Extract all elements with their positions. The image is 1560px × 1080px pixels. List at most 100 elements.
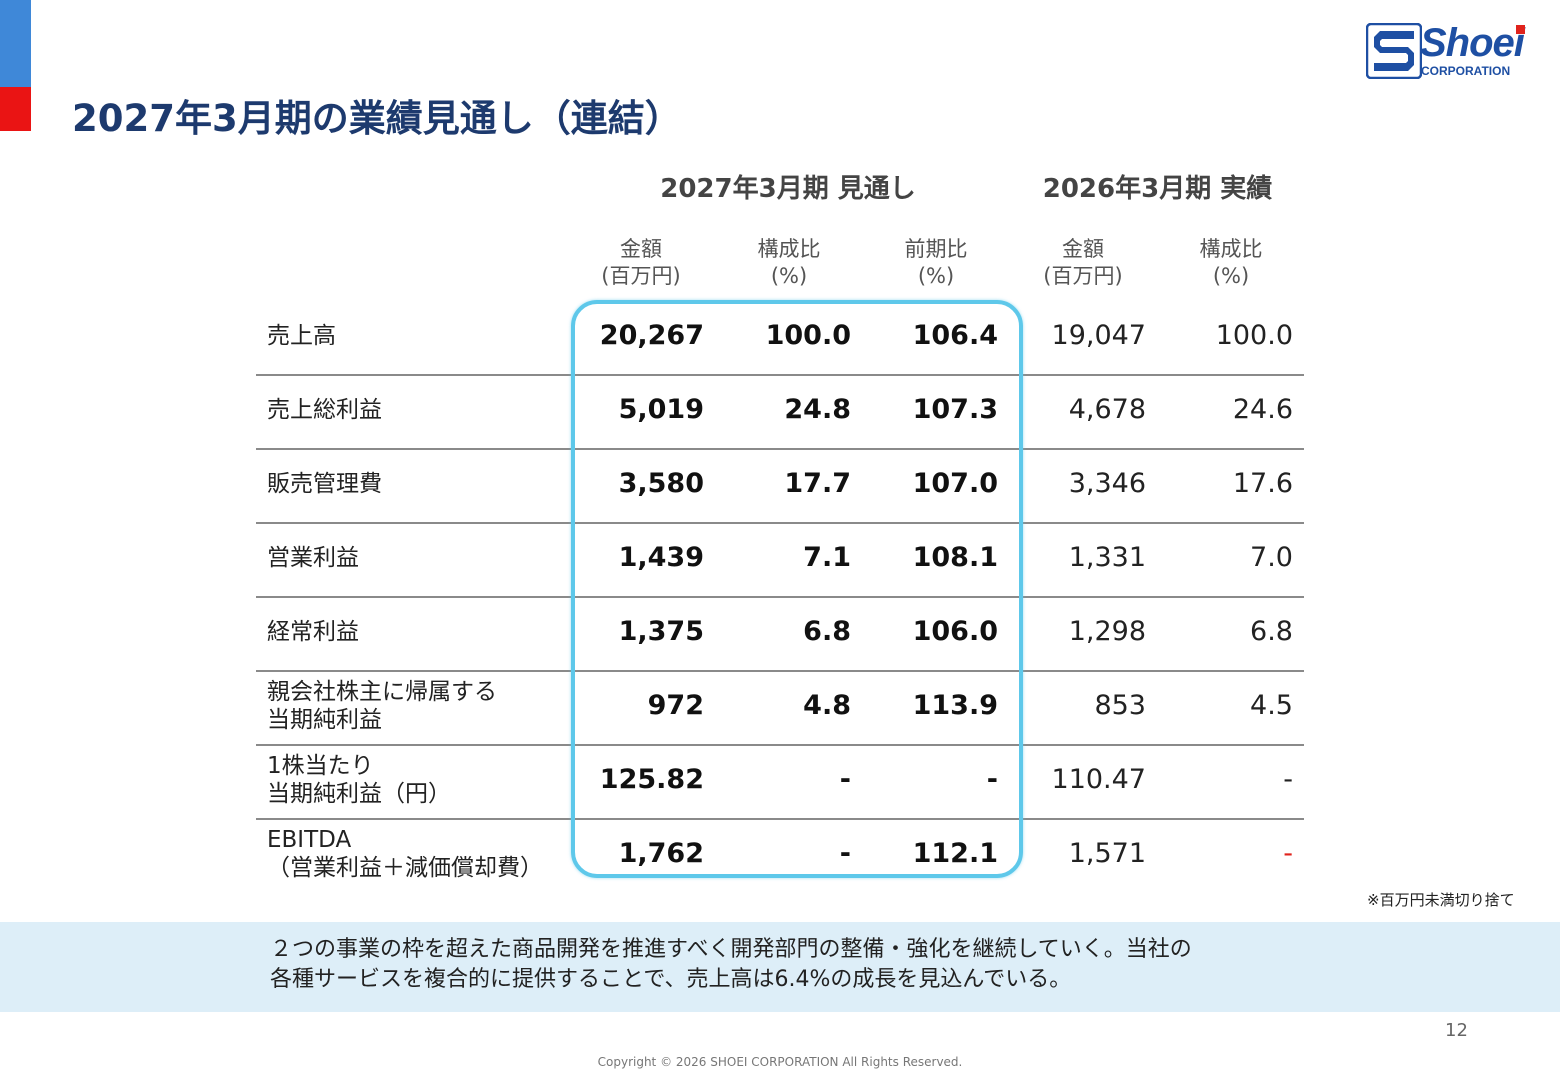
- forecast-amount-cell: 1,762: [618, 838, 704, 869]
- table-row: 販売管理費 3,580 17.7 107.0 3,346 17.6: [256, 448, 1304, 524]
- actual-ratio-cell: 100.0: [1215, 320, 1293, 351]
- col-header-line2: (百万円): [1043, 264, 1123, 288]
- yoy-cell: 112.1: [912, 838, 998, 869]
- col-header-forecast-amount: 金額 (百万円): [576, 236, 706, 290]
- page-number: 12: [1445, 1020, 1468, 1041]
- summary-line: 各種サービスを複合的に提供することで、売上高は6.4%の成長を見込んでいる。: [270, 967, 1072, 992]
- row-label-line1: 売上高: [267, 323, 336, 349]
- table-row: 経常利益 1,375 6.8 106.0 1,298 6.8: [256, 596, 1304, 672]
- row-label-line1: EBITDA: [267, 827, 352, 853]
- forecast-amount-cell: 1,439: [618, 542, 704, 573]
- actual-amount-cell: 3,346: [1068, 468, 1146, 499]
- row-label: 販売管理費: [267, 448, 382, 520]
- forecast-amount-cell: 5,019: [618, 394, 704, 425]
- forecast-group-header: 2027年3月期 見通し: [660, 174, 916, 204]
- row-label: 親会社株主に帰属する 当期純利益: [267, 670, 497, 742]
- row-label-line1: 営業利益: [267, 545, 359, 571]
- col-header-line1: 構成比: [1199, 237, 1263, 261]
- table-row: 親会社株主に帰属する 当期純利益 972 4.8 113.9 853 4.5: [256, 670, 1304, 746]
- col-header-actual-ratio: 構成比 (%): [1166, 236, 1296, 290]
- row-label-line1: 親会社株主に帰属する: [267, 679, 497, 705]
- forecast-ratio-cell: 17.7: [784, 468, 851, 499]
- forecast-amount-cell: 3,580: [618, 468, 704, 499]
- table-row: 売上総利益 5,019 24.8 107.3 4,678 24.6: [256, 374, 1304, 450]
- row-label: 1株当たり 当期純利益（円）: [267, 744, 451, 816]
- summary-text: ２つの事業の枠を超えた商品開発を推進すべく開発部門の整備・強化を継続していく。当…: [270, 935, 1192, 995]
- page-title: 2027年3月期の業績見通し（連結）: [72, 97, 682, 140]
- actual-group-header: 2026年3月期 実績: [1042, 174, 1273, 204]
- actual-ratio-cell: 24.6: [1232, 394, 1293, 425]
- summary-band: [0, 922, 1560, 1012]
- yoy-cell: 113.9: [912, 690, 998, 721]
- table-row: 1株当たり 当期純利益（円） 125.82 - - 110.47 -: [256, 744, 1304, 820]
- actual-ratio-cell: -: [1283, 838, 1293, 869]
- yoy-cell: -: [986, 764, 998, 795]
- actual-amount-cell: 1,298: [1068, 616, 1146, 647]
- row-label-line2: 当期純利益: [267, 707, 382, 733]
- summary-line: ２つの事業の枠を超えた商品開発を推進すべく開発部門の整備・強化を継続していく。当…: [270, 937, 1192, 962]
- forecast-ratio-cell: 6.8: [803, 616, 851, 647]
- row-label-line1: 経常利益: [267, 619, 359, 645]
- row-label: 営業利益: [267, 522, 359, 594]
- col-header-line1: 前期比: [904, 237, 968, 261]
- table-row: 営業利益 1,439 7.1 108.1 1,331 7.0: [256, 522, 1304, 598]
- forecast-highlight-frame: [571, 300, 1023, 878]
- forecast-ratio-cell: 4.8: [803, 690, 851, 721]
- table-row: EBITDA （営業利益＋減価償却費） 1,762 - 112.1 1,571 …: [256, 818, 1304, 892]
- logo-subtitle: CORPORATION: [1421, 64, 1511, 78]
- actual-amount-cell: 853: [1094, 690, 1146, 721]
- forecast-ratio-cell: 100.0: [765, 320, 851, 351]
- col-header-line2: (%): [1212, 264, 1250, 288]
- actual-amount-cell: 1,331: [1068, 542, 1146, 573]
- col-header-line1: 金額: [1062, 237, 1104, 261]
- forecast-amount-cell: 1,375: [618, 616, 704, 647]
- col-header-yoy: 前期比 (%): [871, 236, 1001, 290]
- forecast-amount-cell: 20,267: [599, 320, 704, 351]
- yoy-cell: 106.4: [912, 320, 998, 351]
- yoy-cell: 107.0: [912, 468, 998, 499]
- forecast-ratio-cell: -: [839, 838, 851, 869]
- footnote: ※百万円未満切り捨て: [1367, 891, 1515, 909]
- forecast-ratio-cell: 7.1: [803, 542, 851, 573]
- yoy-cell: 106.0: [912, 616, 998, 647]
- accent-bar-red: [0, 87, 31, 131]
- actual-ratio-cell: 17.6: [1232, 468, 1293, 499]
- col-header-actual-amount: 金額 (百万円): [1018, 236, 1148, 290]
- copyright: Copyright © 2026 SHOEI CORPORATION All R…: [597, 1055, 963, 1069]
- row-label-line1: 売上総利益: [267, 397, 382, 423]
- row-label-line1: 販売管理費: [267, 471, 382, 497]
- forecast-amount-cell: 972: [647, 690, 704, 721]
- col-header-line1: 金額: [620, 237, 662, 261]
- actual-ratio-cell: 4.5: [1250, 690, 1293, 721]
- forecast-ratio-cell: 24.8: [784, 394, 851, 425]
- col-header-forecast-ratio: 構成比 (%): [724, 236, 854, 290]
- yoy-cell: 107.3: [912, 394, 998, 425]
- logo-wordmark: Shoei: [1420, 21, 1525, 65]
- table-row: 売上高 20,267 100.0 106.4 19,047 100.0: [256, 300, 1304, 376]
- actual-ratio-cell: 6.8: [1250, 616, 1293, 647]
- logo-dot: [1516, 25, 1525, 34]
- logo-mark-icon: [1366, 23, 1422, 79]
- company-logo: Shoei CORPORATION: [1366, 22, 1534, 80]
- actual-ratio-cell: -: [1283, 764, 1293, 795]
- row-label-line2: 当期純利益（円）: [267, 781, 451, 807]
- forecast-ratio-cell: -: [839, 764, 851, 795]
- row-label-line1: 1株当たり: [267, 753, 374, 779]
- actual-amount-cell: 1,571: [1068, 838, 1146, 869]
- row-label: EBITDA （営業利益＋減価償却費）: [267, 818, 543, 890]
- col-header-line1: 構成比: [757, 237, 821, 261]
- actual-ratio-cell: 7.0: [1250, 542, 1293, 573]
- actual-amount-cell: 110.47: [1051, 764, 1146, 795]
- col-header-line2: (%): [917, 264, 955, 288]
- col-header-line2: (%): [770, 264, 808, 288]
- row-label-line2: （営業利益＋減価償却費）: [267, 855, 543, 881]
- yoy-cell: 108.1: [912, 542, 998, 573]
- col-header-line2: (百万円): [601, 264, 681, 288]
- row-label: 売上総利益: [267, 374, 382, 446]
- row-label: 売上高: [267, 300, 336, 372]
- actual-amount-cell: 4,678: [1068, 394, 1146, 425]
- accent-bar-blue: [0, 0, 31, 87]
- forecast-amount-cell: 125.82: [599, 764, 704, 795]
- row-label: 経常利益: [267, 596, 359, 668]
- actual-amount-cell: 19,047: [1051, 320, 1146, 351]
